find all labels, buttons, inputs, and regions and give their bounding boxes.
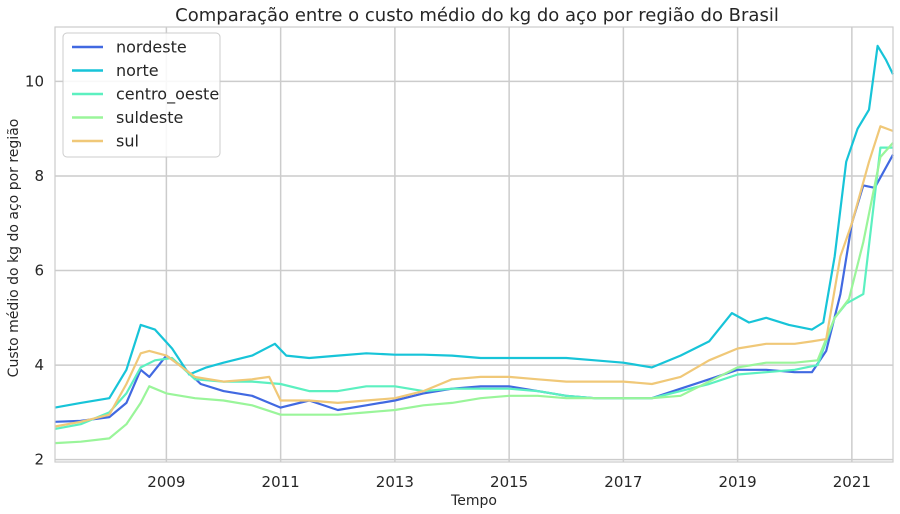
legend-label: norte [116, 61, 159, 80]
y-tick-label: 6 [34, 262, 44, 280]
series-line-norte [54, 44, 894, 409]
grid-lines [55, 27, 893, 462]
y-axis-label: Custo médio do kg do aço por região [6, 119, 22, 378]
x-tick-label: 2021 [833, 473, 871, 491]
series-lines [54, 44, 894, 445]
legend-box [62, 32, 221, 158]
x-tick-label: 2019 [719, 473, 757, 491]
x-axis-ticks: 2009 2011 2013 2015 2017 2019 2021 [147, 473, 871, 491]
legend-label: centro_oeste [116, 85, 219, 105]
y-axis-ticks: 2 4 6 8 10 [25, 72, 44, 468]
x-axis-label: Tempo [450, 493, 497, 509]
y-tick-label: 8 [34, 167, 44, 185]
legend: nordeste norte centro_oeste suldeste sul [62, 32, 221, 158]
chart-title: Comparação entre o custo médio do kg do … [175, 5, 779, 26]
y-tick-label: 2 [34, 451, 44, 469]
x-tick-label: 2011 [262, 473, 300, 491]
series-line-suldeste [54, 142, 894, 445]
series-line-sul [54, 125, 894, 428]
x-tick-label: 2015 [490, 473, 528, 491]
legend-label: nordeste [116, 38, 187, 57]
x-tick-label: 2013 [376, 473, 414, 491]
x-tick-label: 2017 [604, 473, 642, 491]
y-tick-label: 4 [34, 356, 44, 374]
series-line-centro_oeste [54, 146, 893, 430]
legend-label: suldeste [116, 108, 183, 127]
plot-frame [54, 26, 894, 463]
y-tick-label: 10 [25, 72, 44, 90]
x-tick-label: 2009 [147, 473, 185, 491]
legend-label: sul [116, 132, 139, 151]
